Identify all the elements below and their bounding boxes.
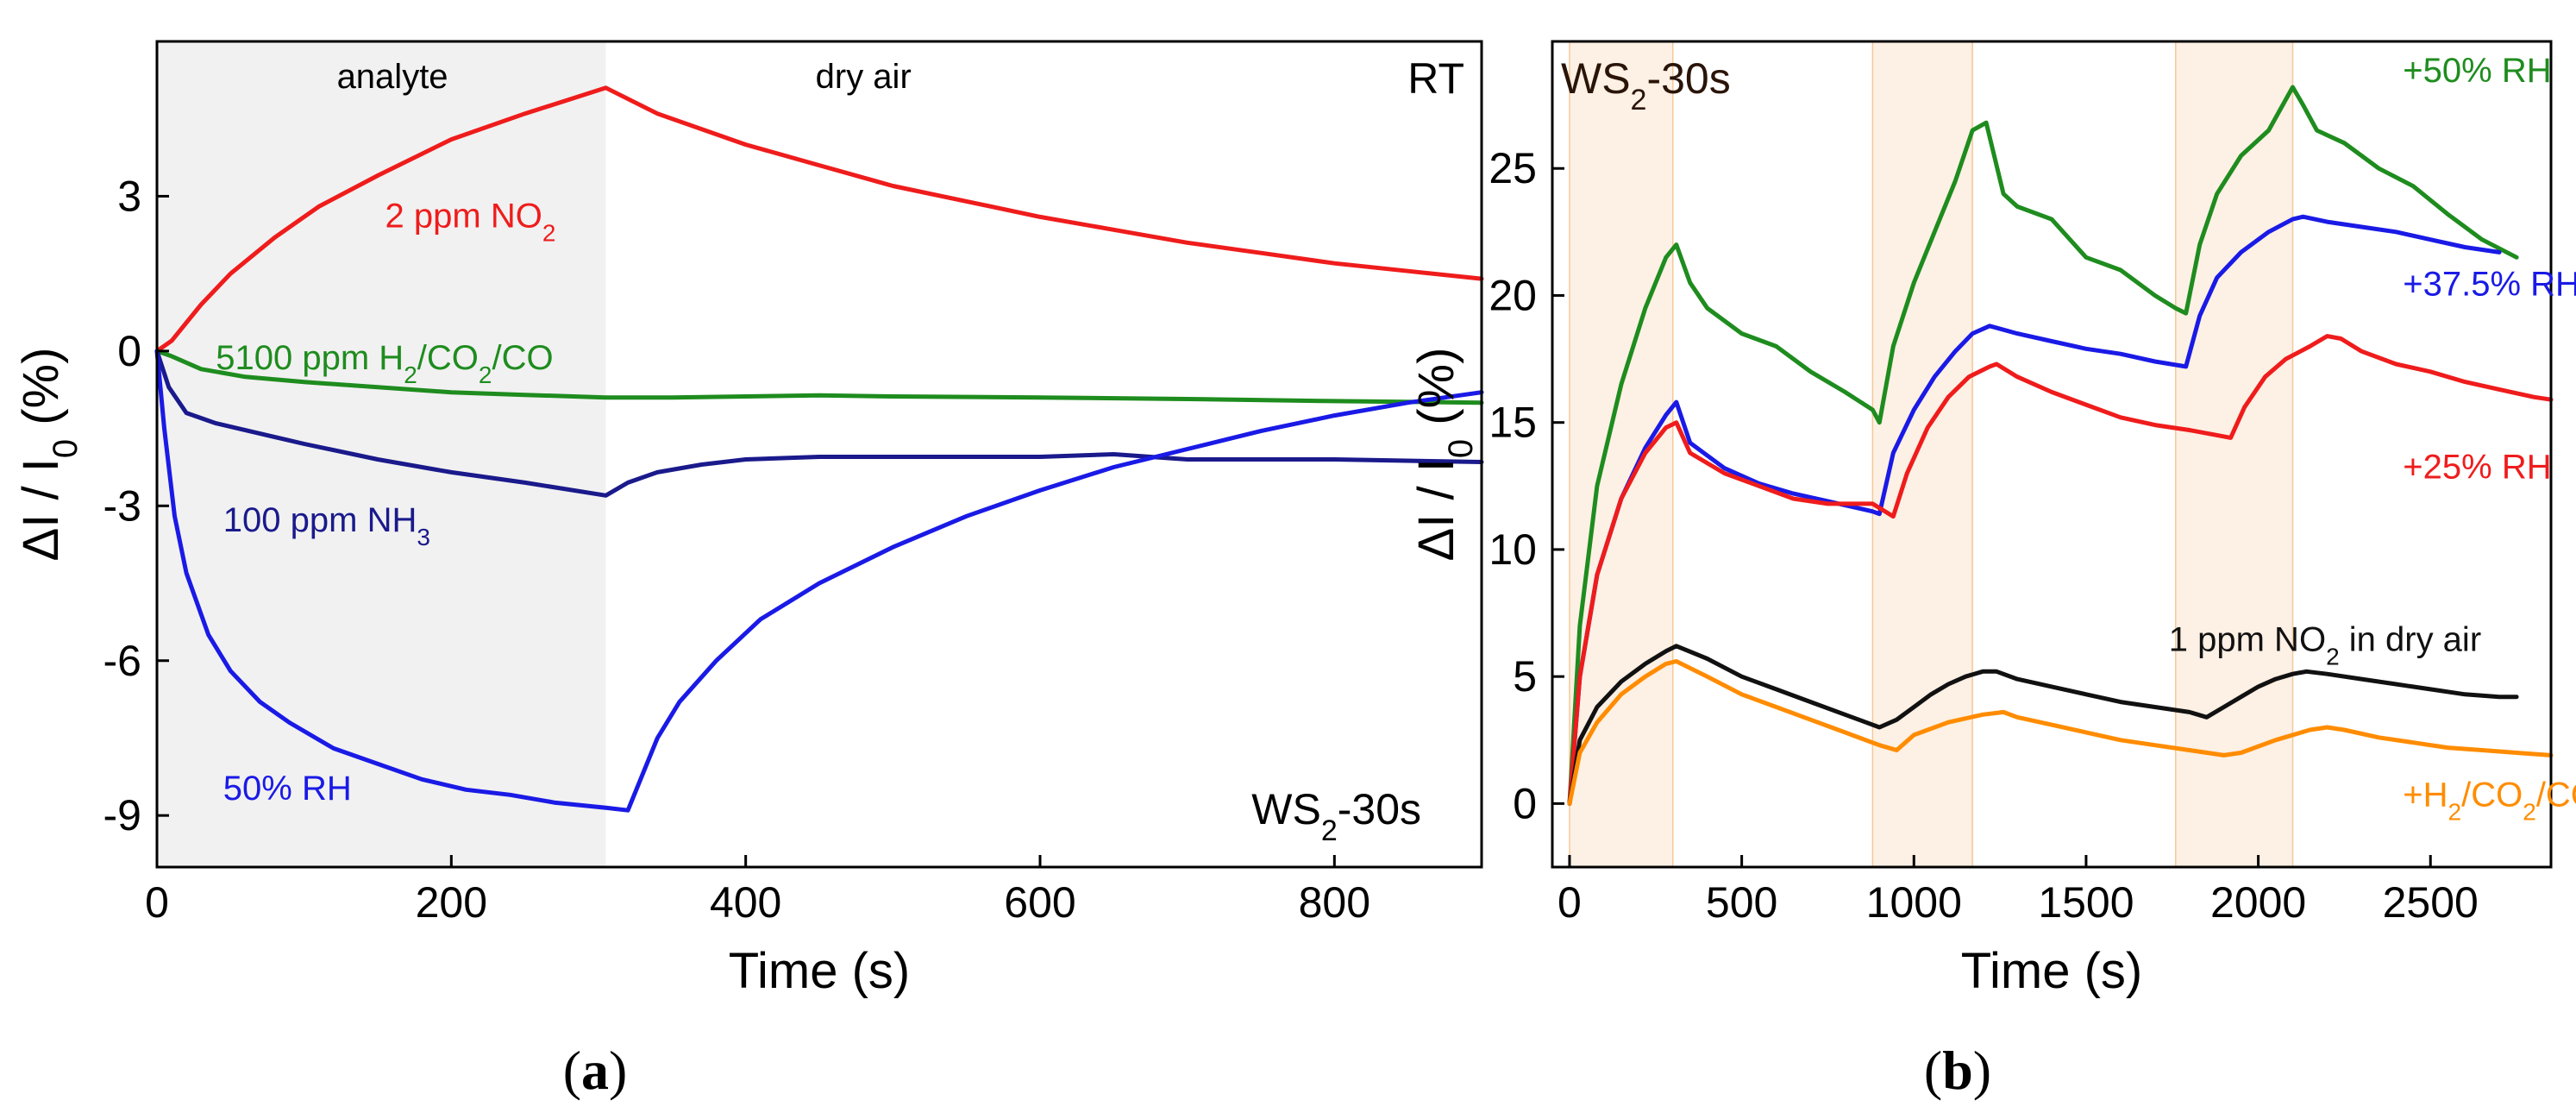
region-label: analyte: [337, 58, 448, 96]
shaded-region: [1872, 41, 1973, 867]
sample-label: WS2-30s: [1561, 54, 1731, 116]
panel-a: 0 200 400 600 800 3 0 -3 -6 -9 Time (s) ΔI / I0 (%)…: [13, 40, 1484, 1101]
series-line--50-rh: [1567, 85, 2519, 806]
series-line-1-ppm-no2-in-dry-air: [1567, 644, 2519, 806]
y-axis-label: ΔI / I0 (%): [1408, 348, 1480, 562]
panel-label: (b): [1924, 1040, 1991, 1101]
x-tick-label: 1500: [2038, 878, 2134, 927]
series-label: 1 ppm NO2 in dry air: [2169, 621, 2481, 670]
series-line--25-rh: [1567, 334, 2554, 806]
x-tick-label: 800: [1299, 878, 1370, 927]
y-tick-label: -3: [103, 481, 141, 530]
x-tick-label: 2500: [2383, 878, 2479, 927]
shaded-region: [2175, 41, 2293, 867]
y-tick-label: 0: [117, 327, 141, 375]
x-tick-label: 500: [1706, 878, 1777, 927]
series-label: +37.5% RH: [2403, 265, 2576, 303]
plot-frame: [1551, 40, 2553, 869]
x-tick-label: 200: [416, 878, 487, 927]
series-label: 100 ppm NH3: [223, 501, 430, 550]
series-line-5100-ppm-h2-co2-co: [154, 349, 1484, 405]
y-tick-label: 3: [117, 172, 141, 220]
series-line-50-rh: [154, 349, 1484, 813]
series-line--37-5-rh: [1567, 214, 2502, 806]
series-line--h2-co2-co: [1567, 659, 2554, 806]
series-line-2-ppm-no2: [154, 85, 1484, 354]
series-label: 50% RH: [223, 770, 352, 808]
series-label: 5100 ppm H2/CO2/CO: [216, 339, 553, 388]
series-label: +25% RH: [2403, 448, 2551, 486]
y-tick-label: 10: [1489, 525, 1537, 574]
y-tick-label: 5: [1513, 652, 1537, 701]
series-label: +50% RH: [2403, 52, 2551, 90]
x-axis-label: Time (s): [729, 943, 910, 999]
y-tick-label: -9: [103, 791, 141, 839]
shaded-region: [157, 41, 606, 867]
sample-label: WS2-30s: [1251, 785, 1421, 847]
panel-label: (a): [563, 1040, 628, 1101]
x-tick-label: 0: [1558, 878, 1582, 927]
corner-label: RT: [1407, 54, 1464, 103]
region-label: dry air: [816, 58, 912, 96]
x-tick-label: 2000: [2210, 878, 2306, 927]
panel-b: 0 500 1000 1500 2000 2500 0 5 10 15 20 25 Time (s) ΔI…: [1408, 40, 2576, 1101]
y-tick-label: 0: [1513, 779, 1537, 827]
x-tick-label: 1000: [1866, 878, 1962, 927]
y-tick-label: -6: [103, 637, 141, 685]
series-label: 2 ppm NO2: [385, 197, 556, 246]
series-line-100-ppm-nh3: [154, 349, 1484, 498]
series-label: +H2/CO2/CO: [2403, 776, 2576, 825]
x-tick-label: 0: [145, 878, 169, 927]
y-tick-label: 25: [1489, 144, 1537, 192]
y-axis-label: ΔI / I0 (%): [13, 348, 85, 562]
plot-frame: [155, 40, 1483, 869]
x-axis-label: Time (s): [1961, 943, 2142, 999]
y-tick-label: 20: [1489, 271, 1537, 319]
x-tick-label: 600: [1004, 878, 1075, 927]
y-tick-label: 15: [1489, 399, 1537, 447]
x-tick-label: 400: [710, 878, 781, 927]
